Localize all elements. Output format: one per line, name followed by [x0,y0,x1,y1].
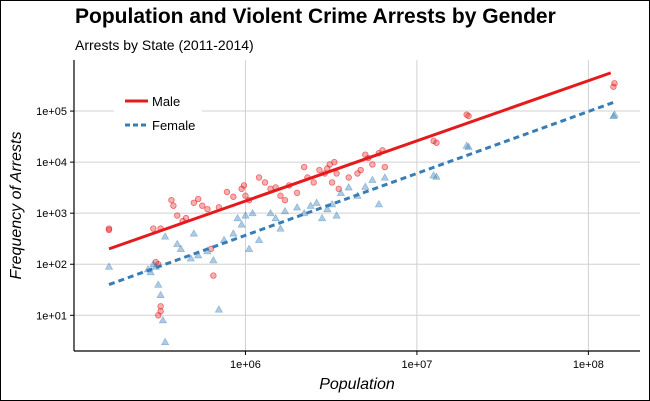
male-point [150,225,157,232]
female-point [233,213,242,222]
male-point [255,174,263,181]
female-point [361,182,370,190]
male-point [240,182,248,189]
female-point [161,337,170,346]
male-point [331,158,338,166]
female-point [312,198,321,206]
female-point [189,229,198,237]
female-point [176,244,185,252]
female-point [292,203,302,211]
female-point [280,206,290,215]
female-point [194,251,203,259]
male-point [277,192,284,199]
chart-subtitle: Arrests by State (2011-2014) [75,37,254,53]
male-point [210,272,217,279]
male-point [230,193,237,200]
male-point [433,139,440,146]
male-point [194,195,202,203]
y-tick-label: 1e+03 [36,208,67,220]
male-point [281,196,289,204]
male-point [316,166,323,174]
female-point [336,188,345,196]
female-point [104,262,114,270]
female-point [276,224,285,232]
y-tick-label: 1e+05 [36,106,67,118]
female-point [610,110,619,118]
y-tick-label: 1e+02 [36,259,67,271]
female-point [161,232,170,240]
female-point [154,280,163,288]
male-point [293,189,301,197]
female-point [156,290,165,298]
male-point [300,163,308,171]
female-point [237,220,246,228]
male-point [155,312,162,319]
x-tick-label: 1e+08 [573,359,604,371]
y-tick-label: 1e+01 [36,310,67,322]
female-point [344,183,353,191]
female-point [254,235,264,243]
female-point [323,204,332,213]
female-point [368,175,377,183]
female-point [464,142,473,150]
male-point [310,179,317,186]
male-point [238,185,245,193]
male-point [204,205,211,213]
male-point [357,166,364,174]
male-point [261,179,269,186]
x-axis-title: Population [319,376,395,393]
x-tick-label: 1e+06 [230,359,261,371]
male-point [199,202,206,209]
male-point [369,161,376,168]
female-point [209,255,218,264]
male-point [328,179,336,186]
female-point [432,172,441,180]
female-point [266,208,275,217]
male-point [105,225,113,232]
female-point [241,211,250,219]
male-point [345,174,352,181]
legend-background [114,86,202,138]
chart-title: Population and Violent Crime Arrests by … [75,5,556,28]
legend-female-label: Female [152,118,195,133]
female-point [173,239,182,247]
x-tick-label: 1e+07 [401,359,432,371]
female-point [306,201,315,209]
tick-labels: 1e+06 1e+07 1e+08 1e+01 1e+02 1e+03 1e+04 1e+05 [36,106,604,371]
female-point [271,213,280,222]
male-point [333,170,340,177]
female-point [380,173,389,181]
male-point [157,303,164,310]
female-point [318,213,327,222]
female-point [248,208,257,217]
male-point [223,188,231,196]
male-point [242,192,249,199]
male-point [465,112,472,120]
female-point [229,229,238,237]
female-point [214,305,224,313]
female-point [374,199,384,208]
male-point [168,196,175,204]
male-point [170,202,177,209]
male-point [611,80,618,87]
male-fit-line [108,71,612,251]
female-point [244,244,254,252]
axes [73,60,640,352]
male-point [381,163,389,171]
male-point [174,212,181,219]
legend: Male Female [114,86,202,138]
y-axis-title: Frequency of Arrests [8,132,25,280]
female-point [158,316,168,324]
female-point [462,141,471,149]
fit-lines [108,71,616,286]
female-point [186,254,195,262]
female-point [332,211,341,219]
y-tick-label: 1e+04 [36,157,67,169]
male-point [190,199,198,206]
legend-male-label: Male [152,94,180,109]
